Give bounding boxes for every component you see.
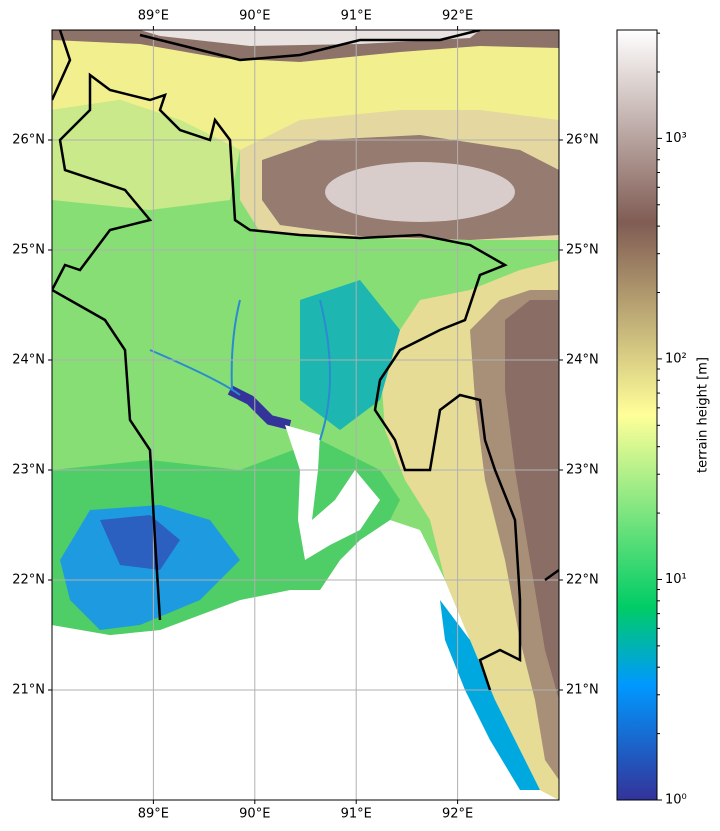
colorbar-tick-label: 10³: [665, 131, 687, 146]
y-tick-label: 23°N: [566, 463, 599, 478]
terrain-image: [52, 30, 559, 800]
x-tick-label: 92°E: [442, 807, 473, 822]
bangladesh-border: [52, 72, 522, 691]
grid: [52, 30, 559, 800]
x-tick-label: 89°E: [138, 807, 169, 822]
y-tick-label: 24°N: [566, 353, 599, 368]
x-tick-label: 92°E: [442, 9, 473, 24]
colorbar-label: terrain height [m]: [696, 357, 711, 473]
y-tick-label: 23°N: [12, 463, 45, 478]
colorbar-tick-label: 10¹: [665, 572, 687, 587]
x-tick-label: 89°E: [138, 9, 169, 24]
colorbar: [616, 29, 658, 801]
y-tick-label: 21°N: [566, 683, 599, 698]
colorbar-tick-label: 10⁰: [665, 793, 687, 808]
y-tick-label: 22°N: [566, 573, 599, 588]
borders: [52, 30, 559, 691]
x-tick-label: 91°E: [341, 807, 372, 822]
y-tick-label: 22°N: [12, 573, 45, 588]
y-tick-label: 26°N: [12, 133, 45, 148]
colorbar-tick-label: 10²: [665, 351, 687, 366]
x-tick-label: 90°E: [239, 807, 270, 822]
y-tick-label: 25°N: [566, 243, 599, 258]
map-frame: [51, 29, 560, 801]
y-tick-label: 26°N: [566, 133, 599, 148]
india-border: [52, 30, 559, 582]
x-tick-label: 90°E: [239, 9, 270, 24]
y-tick-label: 25°N: [12, 243, 45, 258]
y-tick-label: 24°N: [12, 353, 45, 368]
x-tick-label: 91°E: [341, 9, 372, 24]
y-tick-label: 21°N: [12, 683, 45, 698]
